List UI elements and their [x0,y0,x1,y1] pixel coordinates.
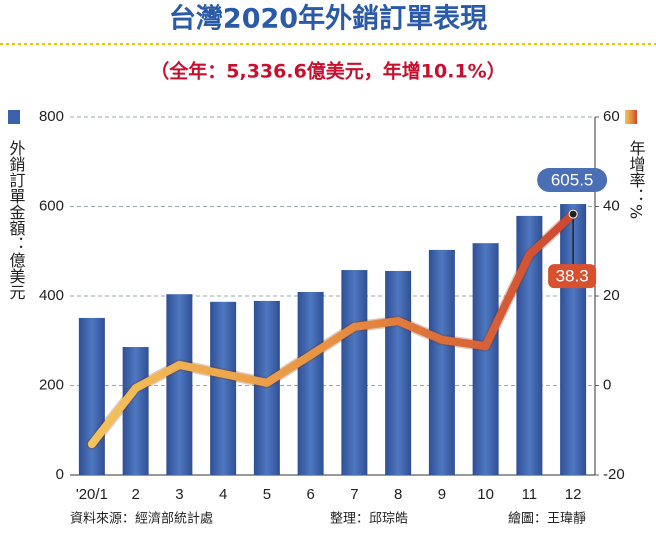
y2-axis-label: 年增率：% [627,140,646,219]
x-tick-label: 11 [522,486,538,503]
x-tick-label: 12 [565,486,582,503]
x-tick-label: 2 [131,486,139,503]
axis-key [8,110,20,124]
bar [253,300,280,475]
value-label: 38.3 [556,267,589,286]
value-label-bg [548,264,597,289]
bar [472,243,499,475]
y2-tick-label: 20 [603,287,620,304]
x-tick-label: 7 [350,486,358,503]
axis-key [625,110,637,124]
bar [166,294,193,475]
line [87,210,578,449]
x-tick-label: 10 [477,486,494,503]
line [86,208,579,450]
source: 繪圖：王瑋靜 [508,511,586,527]
bar [297,291,324,475]
point [568,209,578,219]
x-tick-label: 4 [219,486,227,503]
y-tick-label: 200 [39,376,64,393]
y-tick-label: 400 [39,287,64,304]
bar [428,249,455,475]
source: 整理：邱琮皓 [330,512,408,527]
value-label-bg [537,168,608,193]
bar [78,317,105,475]
x-tick-label: '20/1 [76,486,108,503]
y2-tick-label: 40 [603,197,620,214]
bar [341,270,368,475]
bar [385,270,412,475]
y2-tick-label: 0 [603,376,611,393]
y-axis-label: 外銷訂單金額：億美元 [7,140,26,300]
source: 資料來源：經濟部統計處 [70,511,213,527]
y2-tick-label: -20 [603,466,625,483]
x-tick-label: 8 [394,486,402,503]
value-label: 605.5 [551,171,594,190]
chart-title: 台灣2020年外銷訂單表現 [169,3,487,35]
y-tick-label: 0 [56,466,64,483]
y2-tick-label: 60 [603,108,620,125]
y-tick-label: 600 [39,197,64,214]
x-tick-label: 5 [263,486,271,503]
chart-subtitle: （全年：5,336.6億美元，年增10.1%） [150,60,505,83]
x-tick-label: 6 [306,486,314,503]
y-tick-label: 800 [39,108,64,125]
x-tick-label: 3 [175,486,183,503]
x-tick-label: 9 [438,486,446,503]
bar [210,301,237,475]
bar [122,347,149,475]
